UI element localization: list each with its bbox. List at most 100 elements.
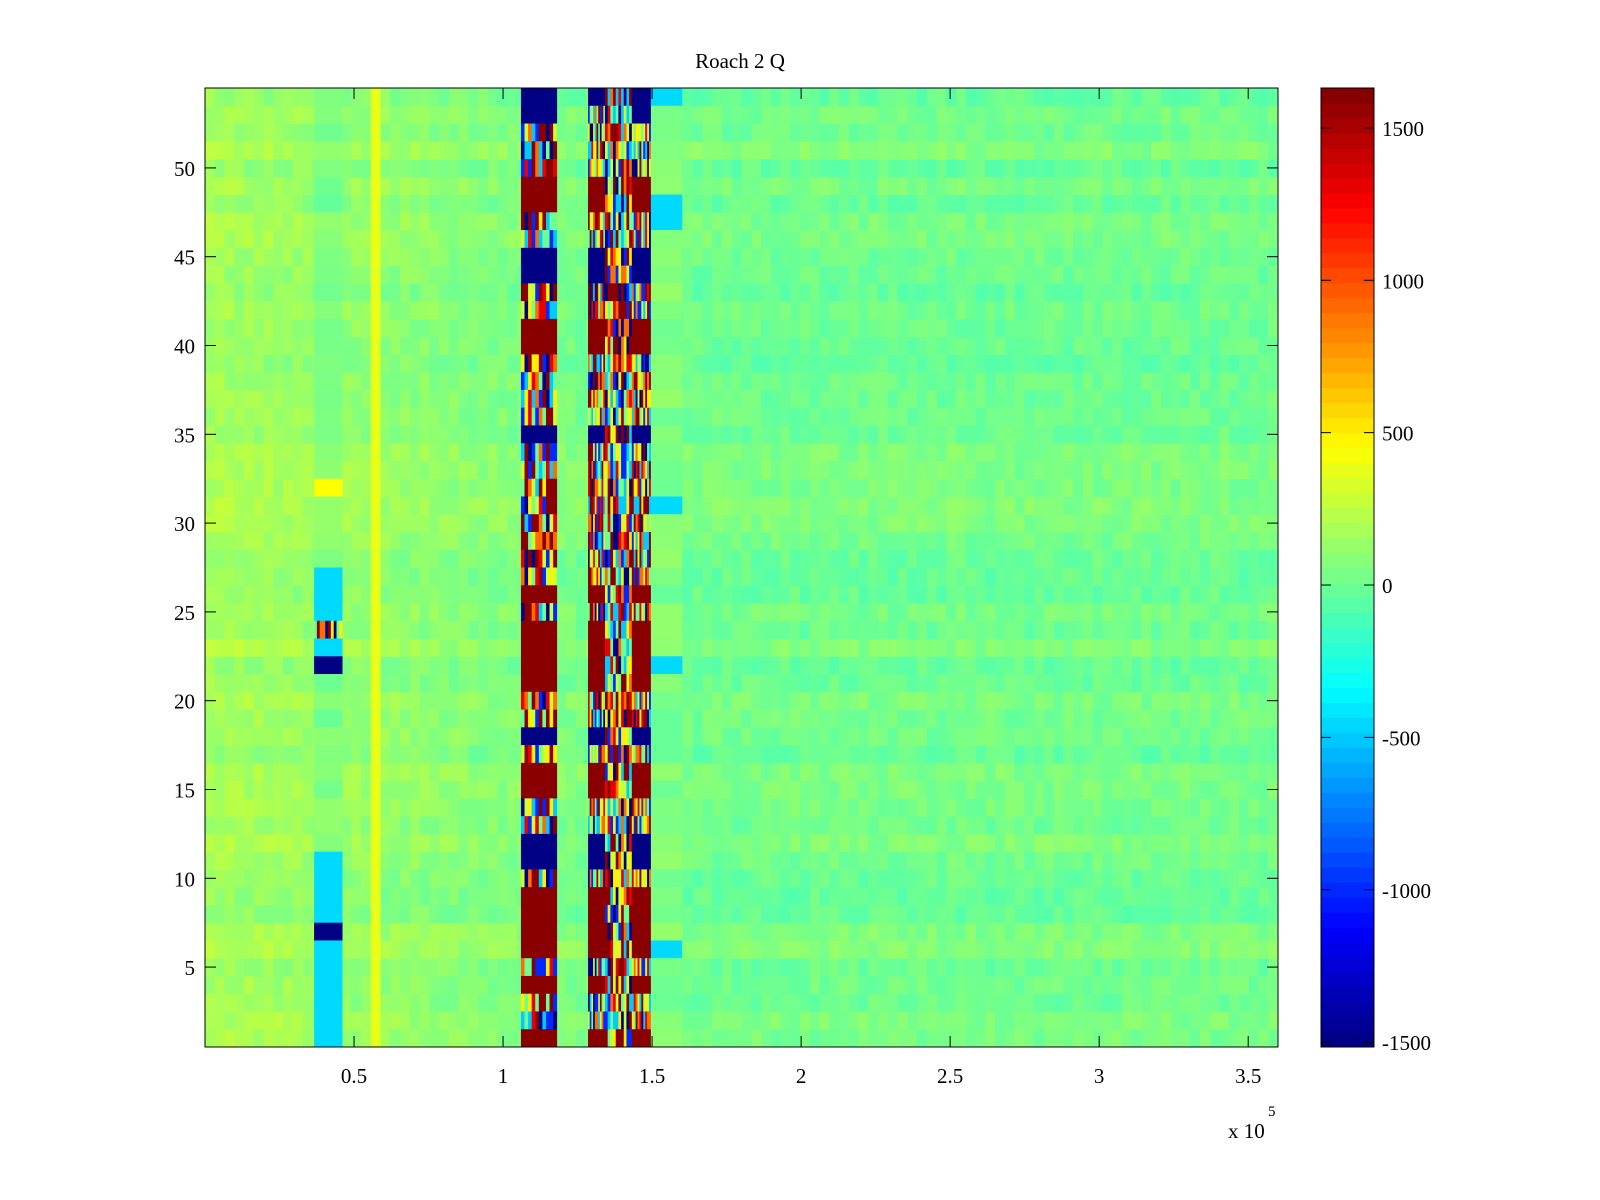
heatmap-cell [868, 531, 879, 551]
heatmap-cell [439, 638, 450, 657]
heatmap-cell [361, 691, 372, 710]
heatmap-cell [556, 1029, 567, 1048]
heatmap-cell [292, 816, 303, 835]
heatmap-cell [995, 389, 1006, 409]
heatmap-cell [1121, 318, 1133, 338]
heatmap-cell [341, 1029, 352, 1048]
heatmap-cell [244, 389, 255, 409]
heatmap-cell [692, 425, 703, 444]
heatmap-cell [1131, 301, 1142, 320]
heatmap-cell [926, 833, 937, 853]
heatmap-cell [497, 958, 508, 977]
heatmap-cell [1248, 674, 1259, 693]
heatmap-cell [770, 993, 781, 1012]
heatmap-cell [487, 674, 499, 693]
heatmap-cell [1082, 993, 1094, 1012]
heatmap-cell [400, 603, 411, 622]
heatmap-cell [858, 460, 869, 480]
heatmap-cell [458, 336, 469, 355]
heatmap-cell [556, 1011, 567, 1030]
heatmap-cell [1024, 460, 1035, 480]
heatmap-cell [263, 531, 274, 551]
heatmap-cell [234, 585, 245, 604]
heatmap-cell [751, 869, 762, 888]
heatmap-cell [224, 1011, 235, 1030]
heatmap-cell [751, 940, 762, 959]
heatmap-cell [205, 833, 216, 853]
heatmap-cell [956, 816, 967, 835]
heatmap-cell [507, 372, 518, 391]
heatmap-cell [1180, 354, 1191, 373]
heatmap-cell [1190, 549, 1201, 568]
heatmap-cell [1151, 407, 1162, 426]
heatmap-cell [1199, 247, 1211, 266]
heatmap-cell [868, 585, 879, 604]
heatmap-cell [1199, 283, 1211, 302]
heatmap-cell [487, 247, 499, 266]
heatmap-cell [292, 318, 303, 338]
heatmap-cell [985, 460, 996, 480]
heatmap-cell [770, 887, 781, 906]
heatmap-cell [897, 798, 908, 817]
heatmap-cell [1141, 389, 1152, 409]
heatmap-cell [244, 922, 255, 941]
heatmap-cell [1131, 603, 1142, 622]
heatmap-cell [790, 372, 801, 391]
heatmap-cell [448, 1029, 460, 1048]
heatmap-cell [1102, 833, 1113, 853]
heatmap-cell [926, 283, 937, 302]
heatmap-cell [809, 478, 820, 497]
heatmap-cell [1141, 798, 1152, 817]
heatmap-cell [478, 709, 489, 728]
heatmap-cell [263, 691, 274, 710]
heatmap-cell [1170, 603, 1181, 622]
heatmap-cell [1268, 727, 1279, 746]
heatmap-cell [897, 620, 908, 639]
heatmap-cell [1004, 904, 1016, 924]
heatmap-cell [917, 549, 928, 568]
heatmap-cell [848, 709, 859, 728]
heatmap-cell [721, 691, 733, 710]
heatmap-cell [761, 372, 772, 391]
heatmap-cell [253, 762, 264, 782]
heatmap-cell [283, 656, 294, 675]
heatmap-cell [761, 798, 772, 817]
heatmap-cell [1082, 354, 1094, 373]
heatmap-cell [965, 940, 977, 959]
heatmap-cell [800, 745, 811, 764]
heatmap-cell [770, 816, 781, 835]
heatmap-cell [341, 887, 352, 906]
heatmap-cell [1170, 389, 1181, 409]
heatmap-cell [273, 1029, 284, 1048]
heatmap-cell [292, 745, 303, 764]
heatmap-cell [692, 922, 703, 941]
heatmap-cell [692, 531, 703, 551]
heatmap-cell [390, 691, 401, 710]
heatmap-cell [234, 336, 245, 355]
heatmap-cell [965, 425, 977, 444]
heatmap-cell [751, 389, 762, 409]
heatmap-cell [761, 265, 772, 284]
heatmap-cell [478, 762, 489, 782]
heatmap-cell [975, 745, 986, 764]
heatmap-cell [819, 496, 830, 515]
heatmap-cell [448, 425, 460, 444]
heatmap-cell [302, 958, 313, 977]
heatmap-cell [214, 354, 225, 373]
heatmap-cell [1258, 283, 1269, 302]
heatmap-cell [244, 762, 255, 782]
heatmap-cell [370, 514, 381, 533]
heatmap-cell [692, 265, 703, 284]
heatmap-cell [1209, 904, 1220, 924]
heatmap-cell [1238, 656, 1250, 675]
heatmap-cell [263, 1029, 274, 1048]
heatmap-cell [302, 851, 313, 870]
heatmap-cell [868, 638, 879, 657]
heatmap-cell [761, 496, 772, 515]
heatmap-cell [1102, 780, 1113, 799]
heatmap-cell [205, 283, 216, 302]
heatmap-cell [1190, 780, 1201, 799]
heatmap-cell [780, 283, 791, 302]
heatmap-cell [234, 425, 245, 444]
heatmap-cell [1248, 514, 1259, 533]
